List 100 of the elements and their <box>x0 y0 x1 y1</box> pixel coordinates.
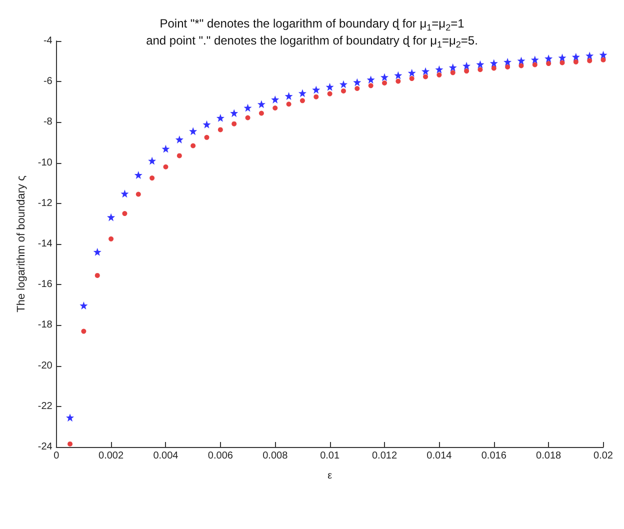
point <box>478 67 483 72</box>
x-axis-title: ε <box>328 470 333 482</box>
point <box>218 127 223 132</box>
x-tick-label: 0.002 <box>98 450 124 462</box>
point <box>68 441 73 446</box>
point <box>491 66 496 71</box>
point <box>586 52 594 60</box>
point <box>382 80 387 86</box>
point <box>504 58 512 66</box>
point <box>462 62 471 70</box>
point <box>436 72 442 78</box>
y-tick-label: -6 <box>43 76 53 88</box>
point <box>190 143 196 148</box>
point <box>300 98 305 104</box>
point <box>122 211 128 216</box>
point <box>560 60 565 66</box>
point <box>573 59 578 64</box>
y-tick-label: -20 <box>38 360 53 372</box>
point <box>464 68 470 74</box>
y-tick-label: -24 <box>38 442 53 452</box>
point <box>409 76 414 82</box>
x-tick-label: 0.004 <box>153 450 179 462</box>
x-tick-label: 0.012 <box>372 450 398 462</box>
point <box>258 110 264 116</box>
point <box>120 190 129 198</box>
point <box>423 74 428 80</box>
point <box>286 102 292 107</box>
point <box>284 92 293 100</box>
point <box>81 328 86 334</box>
point <box>354 86 360 91</box>
point <box>136 192 141 197</box>
point <box>162 144 170 153</box>
point <box>175 135 184 144</box>
point <box>176 153 182 158</box>
point <box>230 109 238 118</box>
x-tick-label: 0.006 <box>208 450 234 462</box>
point <box>327 91 332 96</box>
point <box>599 50 608 59</box>
x-tick-label: 0.01 <box>320 450 340 462</box>
y-tick-label: -4 <box>43 36 53 46</box>
point <box>272 105 278 110</box>
y-tick-label: -8 <box>43 116 53 128</box>
point <box>94 272 100 278</box>
point <box>107 213 116 222</box>
y-tick-label: -22 <box>38 400 53 412</box>
x-tick-label: 0.008 <box>262 450 288 462</box>
x-tick-label: 0.016 <box>481 450 507 462</box>
point <box>245 115 250 120</box>
y-tick-label: -10 <box>38 157 53 168</box>
point <box>366 76 375 84</box>
point <box>353 78 362 86</box>
point <box>314 94 319 100</box>
point <box>271 95 280 104</box>
point <box>244 104 252 112</box>
point <box>532 62 538 68</box>
point <box>448 63 457 72</box>
point <box>600 57 606 62</box>
point <box>435 65 444 74</box>
y-axis-title: The logarithm of boundary ς <box>16 176 28 312</box>
point <box>163 164 168 170</box>
point <box>530 56 539 64</box>
point <box>150 176 155 181</box>
point <box>108 236 114 242</box>
y-tick-label: -14 <box>38 238 53 250</box>
point <box>396 78 401 84</box>
y-tick-label: -16 <box>38 279 53 290</box>
point <box>518 63 524 68</box>
y-tick-label: -12 <box>38 198 53 209</box>
point <box>380 73 388 82</box>
point <box>204 134 210 140</box>
point <box>148 156 156 165</box>
point <box>476 60 484 68</box>
point <box>93 248 102 256</box>
point <box>517 56 526 65</box>
point <box>257 100 266 108</box>
point <box>450 70 456 76</box>
point <box>505 64 510 70</box>
point <box>572 52 580 61</box>
point <box>490 59 498 68</box>
point <box>216 114 224 122</box>
point <box>189 127 198 136</box>
point <box>558 54 566 62</box>
point <box>544 54 553 62</box>
point <box>587 58 592 64</box>
x-tick-label: 0.018 <box>536 450 562 462</box>
x-tick-label: 0 <box>54 450 60 462</box>
point <box>408 68 416 77</box>
point <box>422 67 430 76</box>
x-tick-label: 0.014 <box>426 450 452 462</box>
point <box>368 83 374 88</box>
point <box>326 82 334 91</box>
point <box>66 414 74 422</box>
point <box>298 89 306 98</box>
y-tick-label: -18 <box>38 320 53 331</box>
point <box>80 302 88 310</box>
point <box>202 120 211 128</box>
point <box>339 80 348 88</box>
point <box>394 71 402 80</box>
x-tick-label: 0.02 <box>594 450 614 462</box>
point <box>134 170 142 179</box>
